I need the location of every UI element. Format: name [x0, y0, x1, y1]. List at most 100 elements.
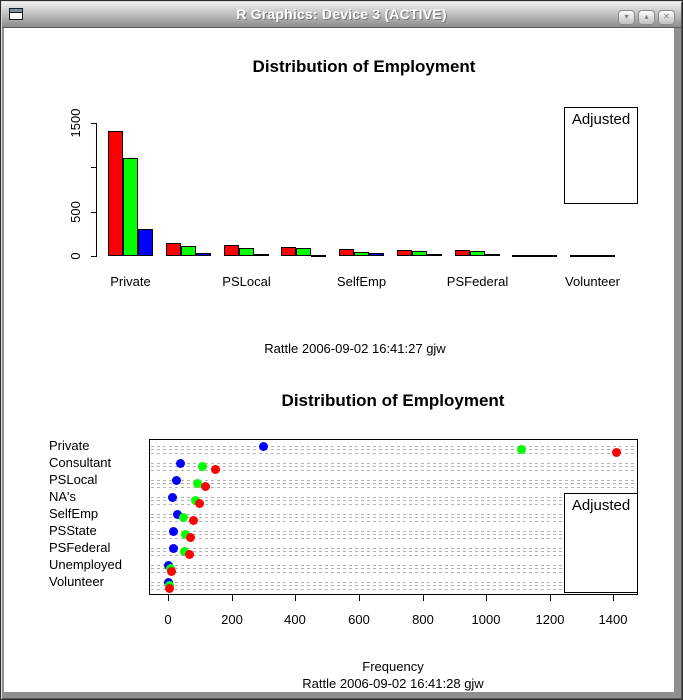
bar-0 [123, 158, 138, 256]
x-category-label: Private [110, 274, 151, 289]
close-button[interactable]: ✕ [658, 10, 675, 25]
bar-1 [600, 255, 615, 257]
data-dot-1 [173, 510, 182, 519]
bar-chart-legend: Adjusted All01 [564, 107, 638, 204]
leader-line [151, 452, 636, 454]
bar-0 [527, 255, 542, 257]
leader-line [151, 531, 636, 532]
leader-line [151, 568, 636, 570]
bar-all [512, 255, 527, 257]
category-label: Private [49, 438, 90, 453]
y-tick [91, 167, 96, 168]
category-label: Consultant [49, 455, 112, 470]
category-label: Unemployed [49, 557, 122, 572]
data-dot-all [189, 516, 198, 525]
bar-1 [138, 229, 153, 256]
minimize-button[interactable]: ▾ [618, 10, 635, 25]
x-tick-label: 400 [284, 612, 306, 627]
data-dot-0 [517, 445, 526, 454]
leader-line [151, 571, 636, 573]
leader-line [151, 503, 636, 505]
x-tick-label: 1000 [471, 612, 501, 627]
leader-line [151, 551, 636, 553]
data-dot-all [165, 584, 174, 593]
leader-line [151, 469, 636, 471]
leader-line [151, 585, 636, 587]
bar-1 [369, 253, 384, 256]
y-tick [91, 212, 96, 213]
bar-chart-title: Distribution of Employment [252, 57, 476, 76]
leader-line [151, 582, 636, 583]
dot-chart-legend: Adjusted All01 [564, 493, 638, 593]
leader-line [151, 588, 636, 590]
bar-chart-caption: Rattle 2006-09-02 16:41:27 gjw [264, 341, 446, 356]
bar-all [281, 247, 296, 256]
x-tick-label: 1400 [598, 612, 628, 627]
x-tick-label: 200 [221, 612, 243, 627]
x-tick-label: 1200 [535, 612, 565, 627]
leader-line [151, 497, 636, 498]
data-dot-1 [169, 527, 178, 536]
x-category-label: PSLocal [222, 274, 271, 289]
category-label: SelfEmp [49, 506, 99, 521]
dot-chart: Distribution of Employment Private Consul… [4, 28, 674, 692]
leader-line [151, 534, 636, 536]
x-category-label: Volunteer [565, 274, 620, 289]
y-tick [91, 123, 96, 124]
category-label: PSState [49, 523, 97, 538]
bar-0 [470, 251, 485, 256]
data-dot-0 [198, 462, 207, 471]
bar-all [108, 131, 123, 256]
leader-line [151, 463, 636, 464]
bar-0 [412, 251, 427, 256]
category-label: PSLocal [49, 472, 98, 487]
bar-0 [239, 248, 254, 256]
bar-0 [181, 246, 196, 256]
data-dot-0 [180, 547, 189, 556]
leader-line [151, 483, 636, 485]
bar-0 [296, 248, 311, 256]
data-dot-all [186, 533, 195, 542]
window-icon-titlestripe [10, 9, 22, 13]
x-category-label: PSFederal [446, 274, 509, 289]
bar-1 [311, 255, 326, 257]
legend-title: Adjusted [571, 111, 631, 128]
x-tick [295, 595, 296, 601]
x-tick-label: 600 [348, 612, 370, 627]
title-bar[interactable]: R Graphics: Device 3 (ACTIVE) ▾ ▴ ✕ [2, 2, 681, 28]
plot-canvas: Distribution of Employment 0 500 1500 Priva… [4, 28, 674, 692]
data-dot-1 [176, 459, 185, 468]
leader-line [151, 486, 636, 488]
bar-1 [542, 255, 557, 257]
data-dot-1 [259, 442, 268, 451]
data-dot-all [185, 550, 194, 559]
data-dot-1 [172, 476, 181, 485]
leader-line [151, 466, 636, 468]
leader-line [151, 500, 636, 502]
leader-line [151, 514, 636, 515]
leader-line [151, 449, 636, 451]
bar-all [339, 249, 354, 256]
x-tick [613, 595, 614, 601]
leader-line [151, 517, 636, 519]
maximize-button[interactable]: ▴ [638, 10, 655, 25]
x-category-label: SelfEmp [336, 274, 387, 289]
data-dot-1 [168, 493, 177, 502]
x-tick [168, 595, 169, 601]
x-axis-title: Frequency [362, 659, 424, 674]
category-label: PSFederal [49, 540, 111, 555]
data-dot-0 [179, 513, 188, 522]
bar-1 [196, 253, 211, 256]
leader-line [151, 537, 636, 539]
bar-all [224, 245, 239, 256]
category-label: NA's [49, 489, 77, 504]
bar-all [455, 250, 470, 256]
bar-1 [254, 254, 269, 256]
x-tick [423, 595, 424, 601]
window-menu-icon[interactable] [9, 8, 23, 20]
bar-0 [354, 252, 369, 256]
y-tick [91, 256, 96, 257]
bar-chart: Distribution of Employment 0 500 1500 Priva… [4, 28, 674, 692]
category-label: Volunteer [49, 574, 104, 589]
